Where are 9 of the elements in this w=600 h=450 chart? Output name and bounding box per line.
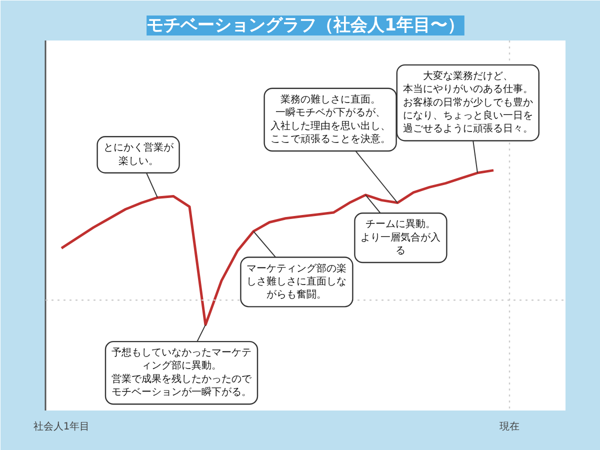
text: 業務の難しさに直面。一瞬モチベが下がるが、入社した理由を思い出し、ここで頑張ることを決意。 xyxy=(270,93,390,145)
annotation: マーケティング部の楽しさ難しさに直面しながらも奮闘。 xyxy=(246,262,347,301)
text: とにかく営業が楽しい。 xyxy=(103,142,174,167)
x-tick-label: 社会人1年目 xyxy=(33,420,90,432)
annotation: チームに異動。より一層気合が入る xyxy=(360,219,441,257)
text: 予想もしていなかったマーケティング部に異動。営業で成果を残したかったのでモチベーションが一瞬下がる。 xyxy=(112,346,252,398)
chart-title: モチベーショングラフ（社会人1年目〜） xyxy=(146,16,464,36)
text: 大変な業務だけど、本当にやりがいのある仕事。お客様の日常が少しでも豊かになり、ちょっと良い一日を過ごせるように頑張る日々。 xyxy=(402,70,533,135)
x-tick-label: 現在 xyxy=(500,420,520,432)
